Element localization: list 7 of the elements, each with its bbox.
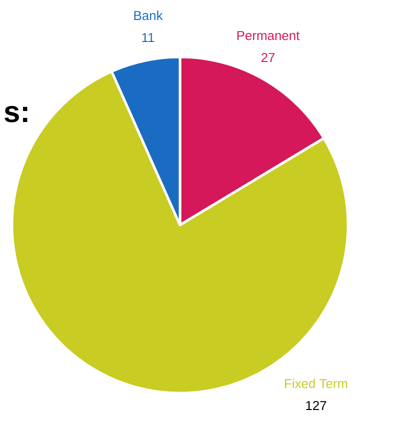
data-label: 27: [261, 52, 275, 62]
data-label: 127: [306, 400, 326, 410]
slice-label: Bank: [134, 10, 163, 20]
data-label: 11: [142, 33, 154, 42]
slice-label: Fixed Term: [285, 378, 348, 388]
slice-label: Permanent: [237, 31, 300, 40]
text: s:: [4, 106, 28, 122]
